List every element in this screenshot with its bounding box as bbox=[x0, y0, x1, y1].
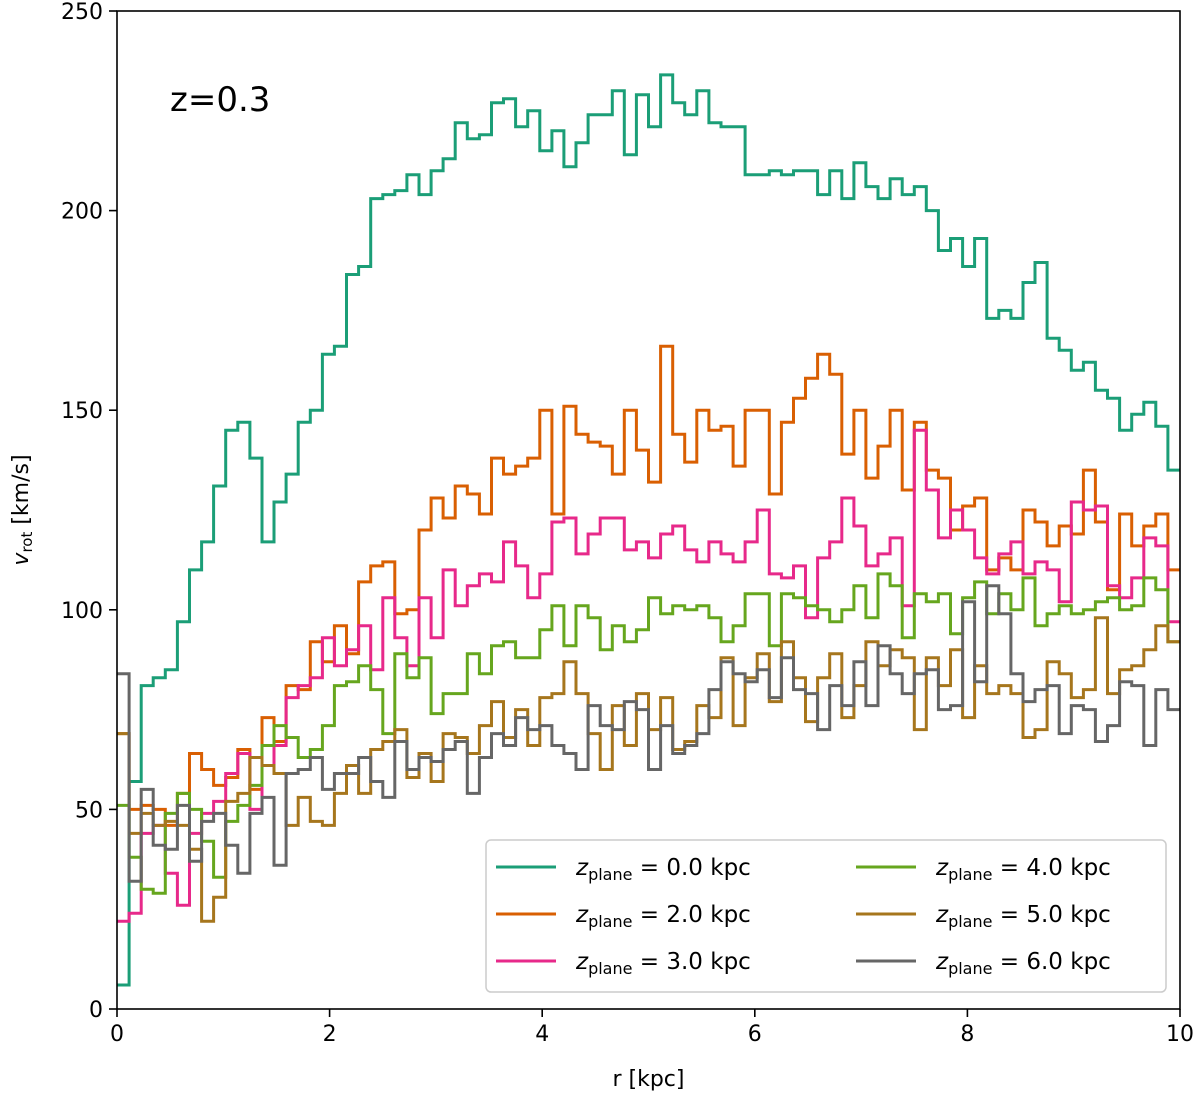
x-tick-label: 6 bbox=[748, 1022, 762, 1047]
y-axis-label: vrot [km/s] bbox=[9, 454, 36, 565]
series-line-2 bbox=[117, 428, 1180, 923]
series-line-5 bbox=[117, 584, 1180, 883]
y-axis-label-subscript: rot bbox=[18, 532, 36, 553]
legend-box bbox=[485, 839, 1167, 993]
legend-entry-0: zplane = 0.0 kpc bbox=[575, 855, 751, 884]
y-tick-label: 100 bbox=[61, 599, 103, 624]
x-tick-label: 4 bbox=[535, 1022, 549, 1047]
y-tick-label: 0 bbox=[89, 998, 103, 1023]
series-line-3 bbox=[117, 572, 1180, 895]
y-tick-label: 150 bbox=[61, 399, 103, 424]
y-axis-label-units: [km/s] bbox=[9, 454, 34, 531]
legend-entry-3: zplane = 4.0 kpc bbox=[935, 855, 1111, 884]
x-tick-label: 8 bbox=[960, 1022, 974, 1047]
y-tick-label: 250 bbox=[61, 0, 103, 25]
x-tick-label: 2 bbox=[323, 1022, 337, 1047]
series-line-0 bbox=[117, 73, 1180, 987]
y-tick-label: 50 bbox=[75, 798, 103, 823]
series-layer bbox=[117, 73, 1180, 987]
y-tick-label: 200 bbox=[61, 200, 103, 225]
legend-entry-5: zplane = 6.0 kpc bbox=[935, 949, 1111, 978]
legend-entry-1: zplane = 2.0 kpc bbox=[575, 902, 751, 931]
x-axis-label: r [kpc] bbox=[612, 1067, 684, 1092]
legend: zplane = 0.0 kpc zplane = 2.0 kpc zplane =… bbox=[485, 839, 1167, 993]
legend-entry-2: zplane = 3.0 kpc bbox=[575, 949, 751, 978]
x-tick-label: 10 bbox=[1166, 1022, 1194, 1047]
y-axis-label-symbol: v bbox=[9, 552, 34, 566]
x-tick-label: 0 bbox=[110, 1022, 124, 1047]
legend-entry-4: zplane = 5.0 kpc bbox=[935, 902, 1111, 931]
redshift-annotation: z=0.3 bbox=[170, 80, 270, 120]
plot-frame bbox=[116, 10, 1181, 1010]
